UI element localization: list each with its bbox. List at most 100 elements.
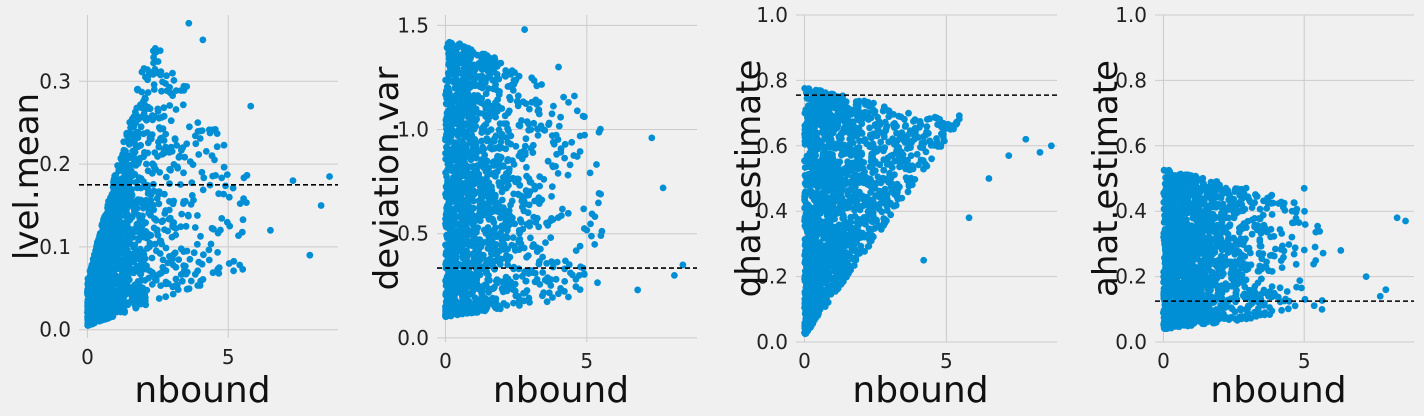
data-point [150,81,158,88]
data-point [135,174,143,182]
data-point [523,163,530,171]
data-point [122,211,130,218]
data-point [586,169,594,177]
data-point [837,169,845,177]
data-point [123,299,131,307]
data-point [534,107,542,115]
data-point [474,271,482,279]
data-point [144,89,152,96]
data-point [521,26,529,33]
data-point [453,91,460,99]
data-point [181,262,189,270]
data-point [523,172,530,180]
data-point [138,88,146,96]
data-point [486,69,494,76]
data-point [478,306,486,314]
data-point [595,128,603,136]
data-point [126,134,134,141]
data-point [149,71,157,78]
data-point [120,278,128,286]
data-point [500,300,508,307]
data-point [172,87,180,94]
data-point [450,290,457,298]
data-point [443,114,451,121]
data-point [493,249,501,257]
data-point [505,182,512,189]
data-point [464,215,471,222]
data-point [135,130,142,138]
data-point [913,150,921,158]
data-point [503,174,511,182]
data-point [570,152,578,159]
data-point [180,200,187,208]
data-point [89,267,97,275]
data-point [577,263,584,271]
data-point [588,232,595,240]
data-point [572,276,580,283]
data-point [487,299,495,307]
data-point [521,151,529,159]
data-point [535,200,543,208]
data-point [125,141,133,148]
data-point [158,114,166,121]
data-point [151,45,159,52]
data-point [891,124,898,131]
data-point [820,131,828,139]
data-point [147,211,154,219]
y-tick-label: 0.3 [39,69,71,93]
data-point [510,190,518,198]
data-point [489,285,496,293]
data-point [580,225,588,232]
data-point [230,267,238,275]
data-point [198,168,206,176]
data-point [110,276,118,284]
data-point [518,203,526,211]
data-point [166,180,173,188]
data-point [486,214,493,222]
data-point [180,248,188,256]
data-point [205,246,213,254]
data-point [515,227,523,234]
data-point [879,107,887,115]
data-point [207,240,215,248]
data-point [468,52,475,59]
data-point [170,77,178,84]
data-point [541,276,549,284]
data-point [461,260,469,268]
y-axis-label: deviation.var [367,67,407,291]
data-point [106,292,114,299]
data-point [179,101,187,109]
data-point [166,102,174,109]
data-point [670,271,678,279]
data-point [121,307,128,315]
data-point [576,286,584,293]
data-point [535,194,543,202]
data-point [137,123,145,131]
data-point [118,189,125,197]
data-point [209,269,217,277]
data-point [510,299,517,307]
data-point [561,265,568,273]
data-point [93,244,101,251]
data-point [856,173,864,181]
data-point [143,286,151,294]
data-point [576,132,584,140]
data-point [143,114,151,122]
data-point [524,209,532,217]
data-point [111,218,118,226]
data-point [443,232,451,240]
data-point [195,151,203,158]
data-point [105,260,113,267]
data-point [478,193,485,201]
data-point [544,221,552,229]
data-point [136,228,144,236]
data-point [451,242,458,250]
data-point [213,143,221,151]
data-point [576,242,584,250]
x-tick-label: 0 [798,349,811,373]
data-point [208,152,216,160]
data-point [326,173,333,180]
